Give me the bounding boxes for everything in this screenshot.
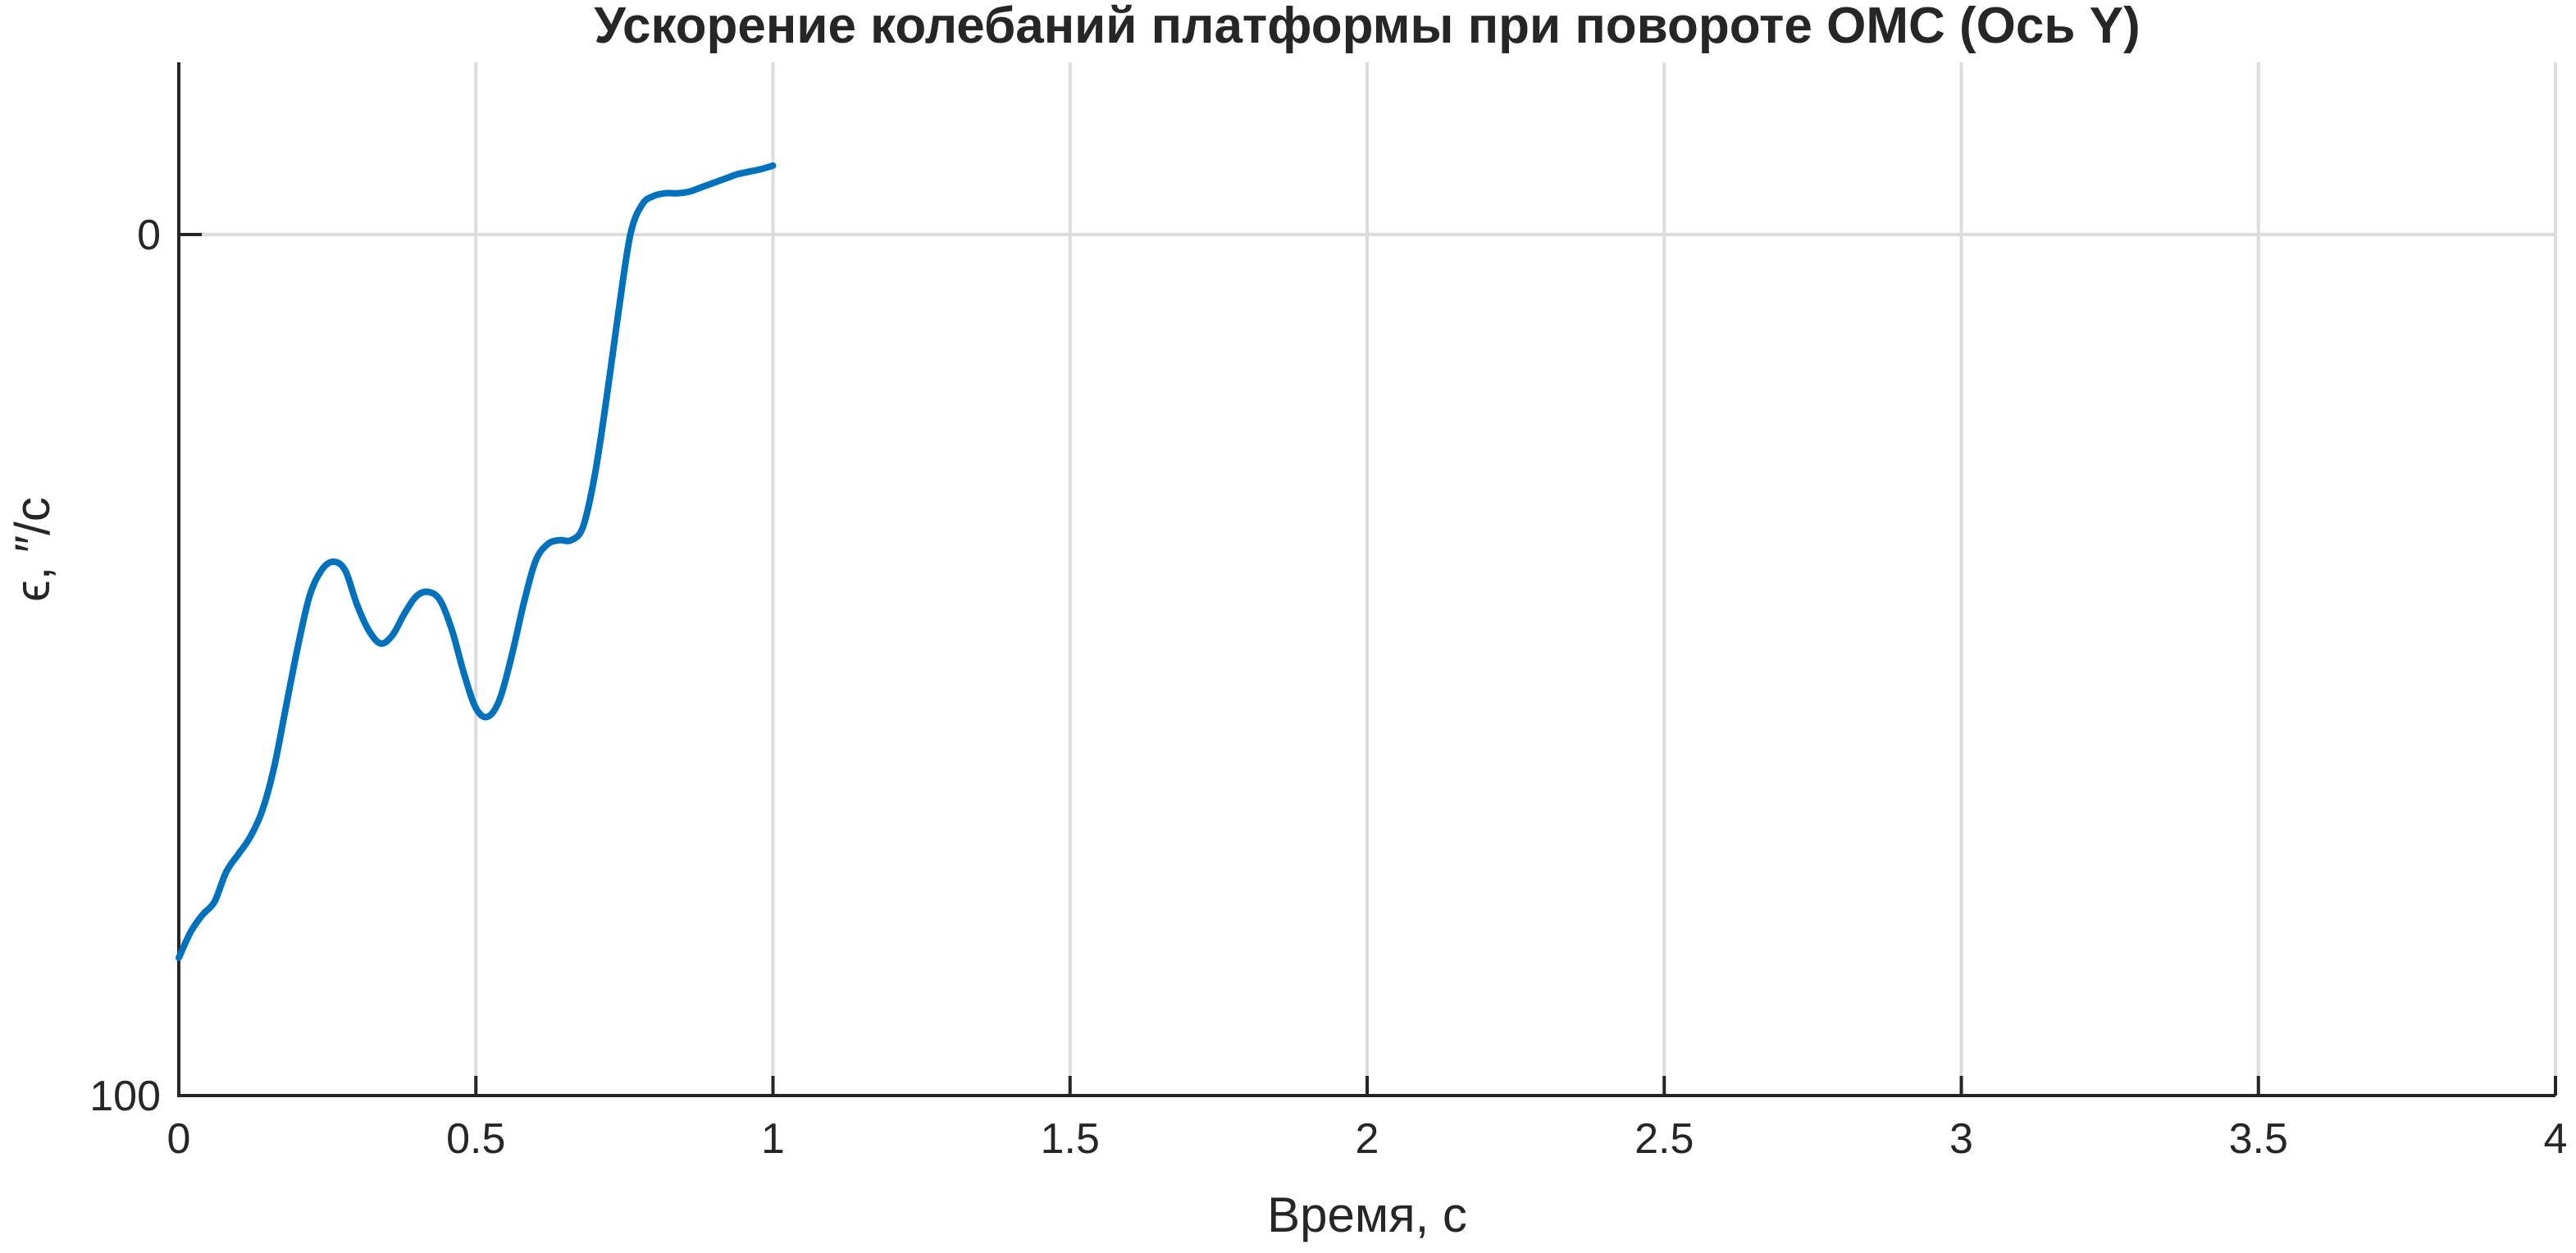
- y-ticks: 0 100: [89, 212, 202, 1120]
- x-ticks: 0 0.5 1 1.5 2 2.5 3 3.5 4: [167, 1076, 2568, 1163]
- x-tick-label: 2: [1356, 1115, 1379, 1163]
- y-tick-label: 100: [89, 1073, 161, 1120]
- x-tick-label: 1: [761, 1115, 785, 1163]
- x-tick-label: 1.5: [1041, 1115, 1100, 1163]
- x-tick-label: 3.5: [2229, 1115, 2288, 1163]
- x-tick-label: 0: [167, 1115, 191, 1163]
- x-tick-label: 3: [1949, 1115, 1973, 1163]
- grid: [179, 62, 2557, 1096]
- series-group: [176, 162, 777, 961]
- x-axis-label: Время, с: [1267, 1187, 1467, 1242]
- x-tick-label: 4: [2544, 1115, 2568, 1163]
- y-tick-label: 0: [137, 212, 161, 259]
- x-tick-label: 0.5: [446, 1115, 505, 1163]
- y-axis-label: ϵ, ″/с: [5, 497, 60, 602]
- chart-title: Ускорение колебаний платформы при поворо…: [594, 0, 2140, 54]
- x-tick-label: 2.5: [1635, 1115, 1694, 1163]
- series-line-0: [176, 162, 777, 961]
